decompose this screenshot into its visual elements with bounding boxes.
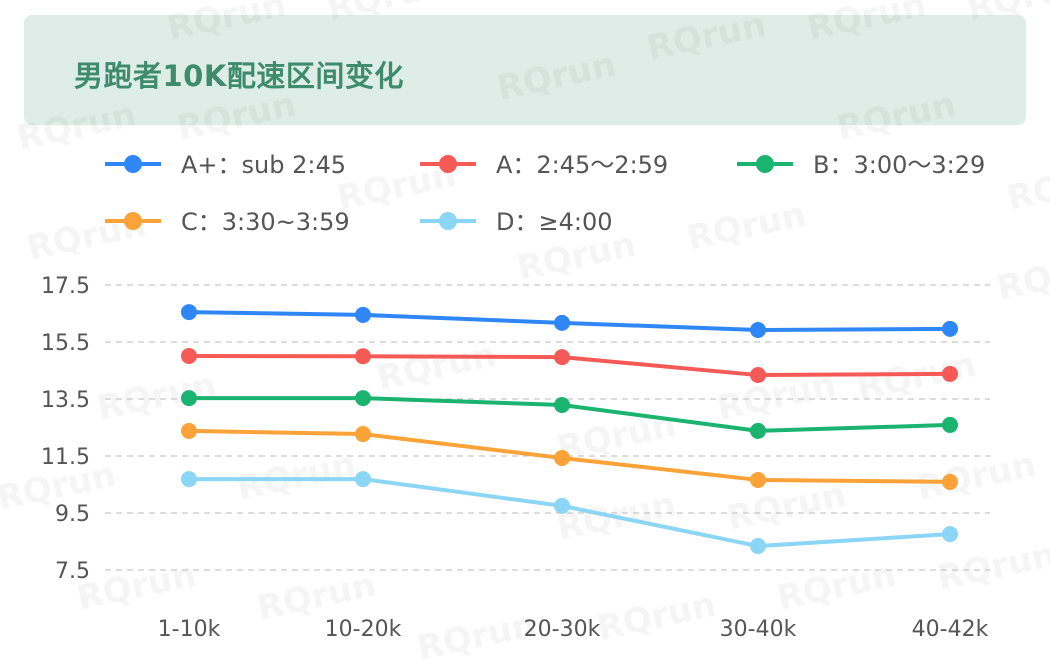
y-tick-label: 13.5	[41, 388, 90, 413]
data-point	[942, 365, 958, 382]
data-point	[750, 322, 766, 339]
data-point	[181, 347, 197, 364]
data-point	[355, 426, 371, 443]
legend-marker	[439, 155, 457, 173]
data-point	[181, 304, 197, 321]
data-point	[181, 422, 197, 439]
y-tick-label: 11.5	[41, 445, 90, 470]
title-banner: 男跑者10K配速区间变化	[24, 15, 1026, 125]
data-point	[355, 348, 371, 365]
data-point	[750, 367, 766, 384]
data-point	[355, 471, 371, 488]
watermark-text: RQrun	[644, 5, 770, 69]
data-point	[750, 422, 766, 439]
legend-marker	[124, 155, 142, 173]
legend-marker	[439, 212, 457, 230]
watermark-text: RQrun	[14, 95, 140, 159]
data-point	[181, 390, 197, 407]
watermark-text: RQrun	[684, 195, 810, 259]
legend-marker	[756, 155, 774, 173]
data-point	[942, 320, 958, 337]
data-point	[942, 473, 958, 490]
y-tick-label: 15.5	[41, 331, 90, 356]
y-tick-label: 9.5	[55, 502, 90, 527]
data-point	[750, 471, 766, 488]
watermark-text: RQrun	[804, 0, 930, 49]
y-tick-label: 17.5	[41, 274, 90, 299]
legend-marker	[124, 212, 142, 230]
y-tick-label: 7.5	[55, 559, 90, 584]
watermark-text: RQrun	[934, 535, 1050, 599]
watermark-text: RQrun	[594, 585, 720, 649]
data-point	[181, 471, 197, 488]
x-tick-label: 10-20k	[325, 617, 402, 642]
data-point	[942, 416, 958, 433]
watermark-text: RQrun	[834, 85, 960, 149]
watermark-text: RQrun	[914, 445, 1040, 509]
data-point	[750, 538, 766, 555]
x-tick-label: 30-40k	[720, 617, 797, 642]
watermark-text: RQrun	[174, 85, 300, 149]
watermark-text: RQrun	[324, 0, 450, 29]
x-tick-label: 1-10k	[158, 617, 221, 642]
legend-label: D：≥4:00	[496, 208, 612, 236]
data-point	[554, 314, 570, 331]
chart-title: 男跑者10K配速区间变化	[74, 59, 404, 93]
legend-label: A+：sub 2:45	[181, 151, 346, 179]
watermark-text: RQrun	[74, 555, 200, 619]
legend-label: A：2:45～2:59	[496, 151, 668, 179]
data-point	[554, 449, 570, 466]
x-tick-label: 40-42k	[912, 617, 989, 642]
data-point	[554, 497, 570, 514]
watermark-text: RQrun	[374, 335, 500, 399]
watermark-text: RQrun	[854, 345, 980, 409]
data-point	[554, 396, 570, 413]
watermark-text: RQrun	[494, 45, 620, 109]
watermark-text: RQrun	[234, 445, 360, 509]
watermark-text: RQrun	[994, 245, 1050, 309]
data-point	[554, 349, 570, 366]
watermark-text: RQrun	[164, 0, 290, 49]
data-point	[355, 306, 371, 323]
legend-label: C：3:30~3:59	[181, 208, 350, 236]
watermark-text: RQrun	[774, 555, 900, 619]
watermark-text: RQrun	[724, 475, 850, 539]
data-point	[942, 526, 958, 543]
legend-label: B：3:00～3:29	[813, 151, 985, 179]
x-tick-label: 20-30k	[524, 617, 601, 642]
watermark-text: RQrun	[1004, 155, 1050, 219]
watermark-text: RQrun	[414, 605, 540, 669]
data-point	[355, 390, 371, 407]
watermark-text: RQrun	[964, 0, 1050, 29]
